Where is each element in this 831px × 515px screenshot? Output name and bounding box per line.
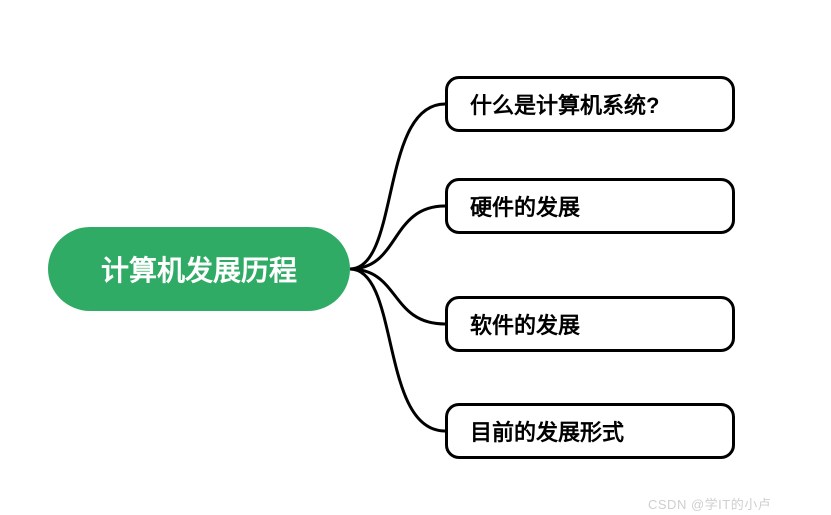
child-node-1[interactable]: 硬件的发展 [445, 178, 735, 234]
child-node-label: 硬件的发展 [470, 190, 580, 222]
edge-0 [350, 104, 445, 269]
root-node[interactable]: 计算机发展历程 [48, 227, 350, 311]
edge-2 [350, 269, 445, 324]
child-node-2[interactable]: 软件的发展 [445, 296, 735, 352]
child-node-3[interactable]: 目前的发展形式 [445, 403, 735, 459]
child-node-label: 软件的发展 [470, 308, 580, 340]
child-node-label: 目前的发展形式 [470, 415, 624, 447]
mindmap-canvas: 计算机发展历程 什么是计算机系统? 硬件的发展 软件的发展 目前的发展形式 CS… [0, 0, 831, 515]
child-node-label: 什么是计算机系统? [470, 88, 659, 120]
child-node-0[interactable]: 什么是计算机系统? [445, 76, 735, 132]
watermark-text: CSDN @学IT的小卢 [648, 494, 771, 513]
edge-1 [350, 206, 445, 269]
root-node-label: 计算机发展历程 [101, 249, 297, 289]
edge-3 [350, 269, 445, 431]
